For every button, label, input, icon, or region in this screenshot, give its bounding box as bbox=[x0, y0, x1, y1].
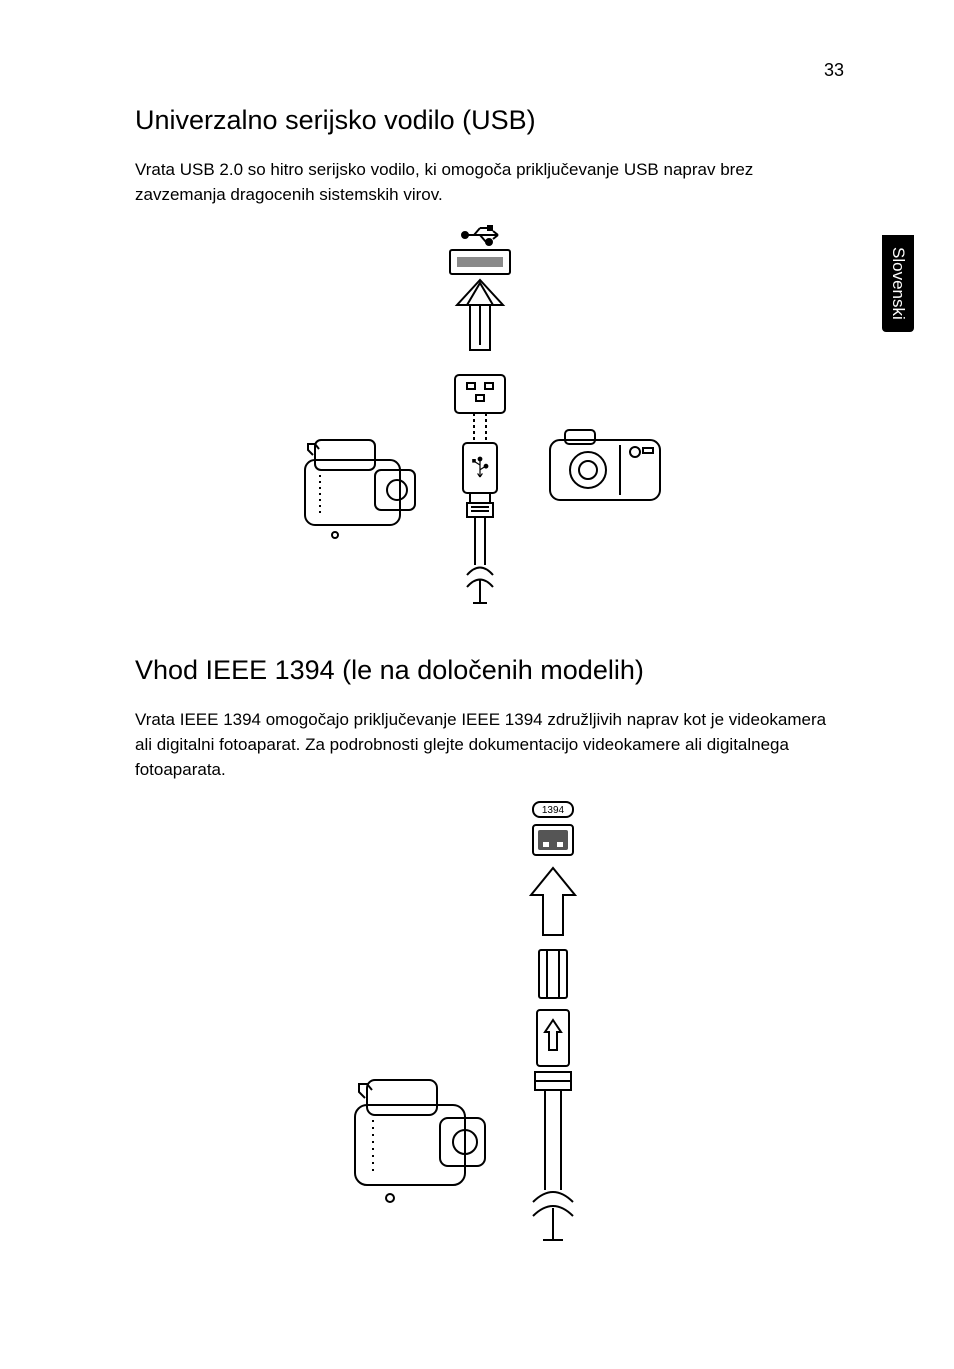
usb-figure bbox=[135, 225, 835, 615]
ieee-diagram-icon: 1394 bbox=[285, 800, 685, 1260]
usb-heading: Univerzalno serijsko vodilo (USB) bbox=[135, 105, 835, 136]
ieee-body: Vrata IEEE 1394 omogočajo priključevanje… bbox=[135, 708, 835, 782]
svg-text:1394: 1394 bbox=[542, 805, 565, 816]
ieee-figure: 1394 bbox=[135, 800, 835, 1260]
page-content: Univerzalno serijsko vodilo (USB) Vrata … bbox=[135, 105, 835, 1300]
page-number: 33 bbox=[824, 60, 844, 81]
usb-diagram-icon bbox=[245, 225, 725, 615]
ieee-section: Vhod IEEE 1394 (le na določenih modelih)… bbox=[135, 655, 835, 1260]
usb-body: Vrata USB 2.0 so hitro serijsko vodilo, … bbox=[135, 158, 835, 207]
language-tab: Slovenski bbox=[882, 235, 914, 332]
ieee-heading: Vhod IEEE 1394 (le na določenih modelih) bbox=[135, 655, 835, 686]
